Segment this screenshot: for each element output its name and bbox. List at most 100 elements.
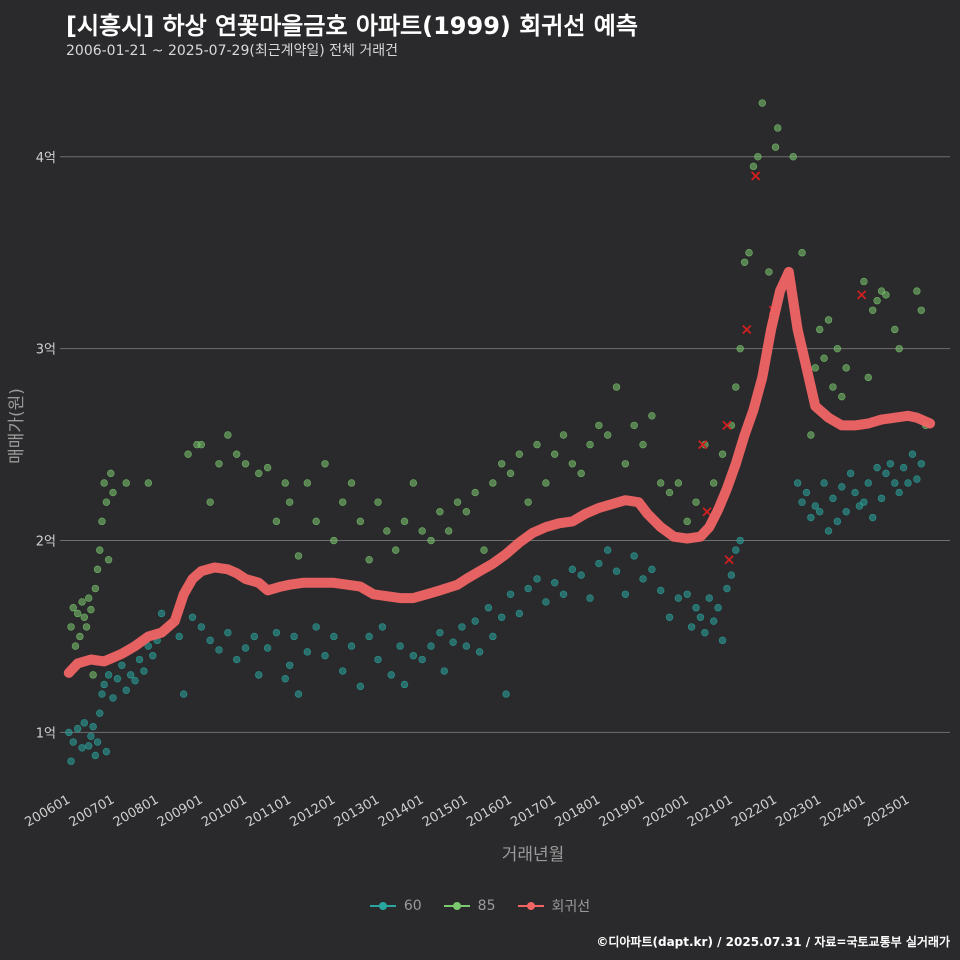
point-60 — [811, 502, 819, 510]
point-85 — [206, 498, 214, 506]
x-tick-label: 202101 — [685, 792, 735, 830]
point-85 — [838, 392, 846, 401]
point-60 — [175, 632, 183, 641]
point-60 — [542, 598, 550, 606]
point-60 — [904, 479, 912, 487]
point-60 — [149, 651, 157, 660]
x-tick-label: 201401 — [376, 792, 426, 830]
point-60 — [263, 644, 272, 652]
point-85 — [524, 498, 532, 506]
point-60 — [89, 722, 97, 731]
point-85 — [91, 584, 100, 593]
point-85 — [85, 594, 93, 602]
point-60 — [524, 584, 532, 593]
point-85 — [497, 460, 506, 468]
point-60 — [736, 536, 744, 545]
legend-key-regression — [517, 899, 544, 913]
point-60 — [807, 513, 815, 522]
point-60 — [356, 682, 365, 691]
point-85 — [294, 552, 303, 560]
source-credit: ©디아파트(dapt.kr) / 2025.07.31 / 자료=국토교통부 실… — [596, 935, 950, 949]
outlier-marker — [722, 420, 732, 431]
point-60 — [489, 632, 497, 641]
point-60 — [877, 494, 886, 503]
point-60 — [206, 636, 214, 645]
x-tick-label: 201801 — [553, 792, 603, 830]
point-85 — [811, 364, 819, 372]
point-60 — [140, 667, 148, 675]
outlier-marker — [857, 290, 867, 300]
point-60 — [603, 546, 612, 554]
point-85 — [365, 556, 373, 564]
point-85 — [882, 291, 890, 299]
point-85 — [347, 479, 356, 487]
point-60 — [215, 646, 223, 654]
point-60 — [255, 671, 263, 679]
point-85 — [312, 517, 320, 526]
point-85 — [683, 517, 691, 526]
point-60 — [135, 655, 144, 664]
point-60 — [78, 744, 86, 752]
chart-subtitle: 2006-01-21 ~ 2025-07-29(최근계약일) 전체 거래건 — [66, 43, 398, 59]
point-85 — [391, 546, 400, 554]
point-60 — [705, 594, 713, 602]
point-85 — [71, 642, 80, 650]
point-60 — [303, 648, 312, 656]
point-85 — [820, 354, 828, 362]
x-tick-label: 201701 — [508, 792, 558, 830]
point-60 — [458, 623, 466, 631]
x-tick-label: 201101 — [243, 792, 293, 830]
point-60 — [860, 498, 868, 506]
point-60 — [418, 655, 426, 664]
point-85 — [736, 344, 744, 353]
point-85 — [665, 488, 674, 497]
point-60 — [639, 575, 647, 583]
x-tick-label: 201501 — [420, 792, 470, 830]
legend-label-60: 60 — [403, 898, 422, 914]
point-60 — [851, 488, 859, 497]
point-85 — [102, 498, 111, 506]
point-60 — [144, 642, 153, 650]
point-85 — [913, 287, 921, 295]
point-60 — [113, 675, 122, 683]
legend-label-regression: 회귀선 — [551, 899, 591, 915]
point-85 — [829, 383, 837, 391]
point-85 — [100, 479, 108, 487]
point-60 — [80, 719, 88, 727]
point-60 — [559, 590, 568, 598]
point-85 — [718, 450, 727, 458]
point-85 — [330, 536, 338, 545]
point-60 — [87, 732, 95, 740]
outlier-marker — [698, 439, 708, 450]
point-85 — [281, 479, 289, 487]
point-85 — [656, 479, 665, 487]
point-60 — [126, 671, 135, 679]
point-60 — [656, 586, 665, 595]
point-60 — [886, 460, 895, 468]
point-85 — [303, 479, 312, 487]
point-60 — [864, 479, 872, 487]
point-60 — [846, 469, 855, 478]
point-85 — [383, 527, 391, 535]
point-60 — [436, 628, 444, 637]
point-85 — [93, 565, 102, 574]
point-85 — [82, 623, 91, 631]
point-60 — [338, 667, 347, 675]
point-85 — [749, 162, 758, 171]
point-60 — [67, 757, 75, 765]
point-85 — [586, 440, 594, 449]
x-tick-label: 200601 — [23, 792, 73, 830]
point-60 — [816, 508, 824, 516]
x-tick-label: 200901 — [155, 792, 205, 830]
point-85 — [184, 450, 192, 458]
point-60 — [109, 694, 117, 702]
point-60 — [462, 642, 471, 650]
legend-label-85: 85 — [477, 898, 496, 914]
x-tick-label: 202301 — [773, 792, 823, 830]
point-60 — [793, 479, 802, 487]
outlier-marker — [751, 171, 761, 181]
point-60 — [882, 469, 890, 478]
point-85 — [774, 124, 782, 132]
point-85 — [400, 517, 409, 526]
point-60 — [502, 690, 510, 698]
